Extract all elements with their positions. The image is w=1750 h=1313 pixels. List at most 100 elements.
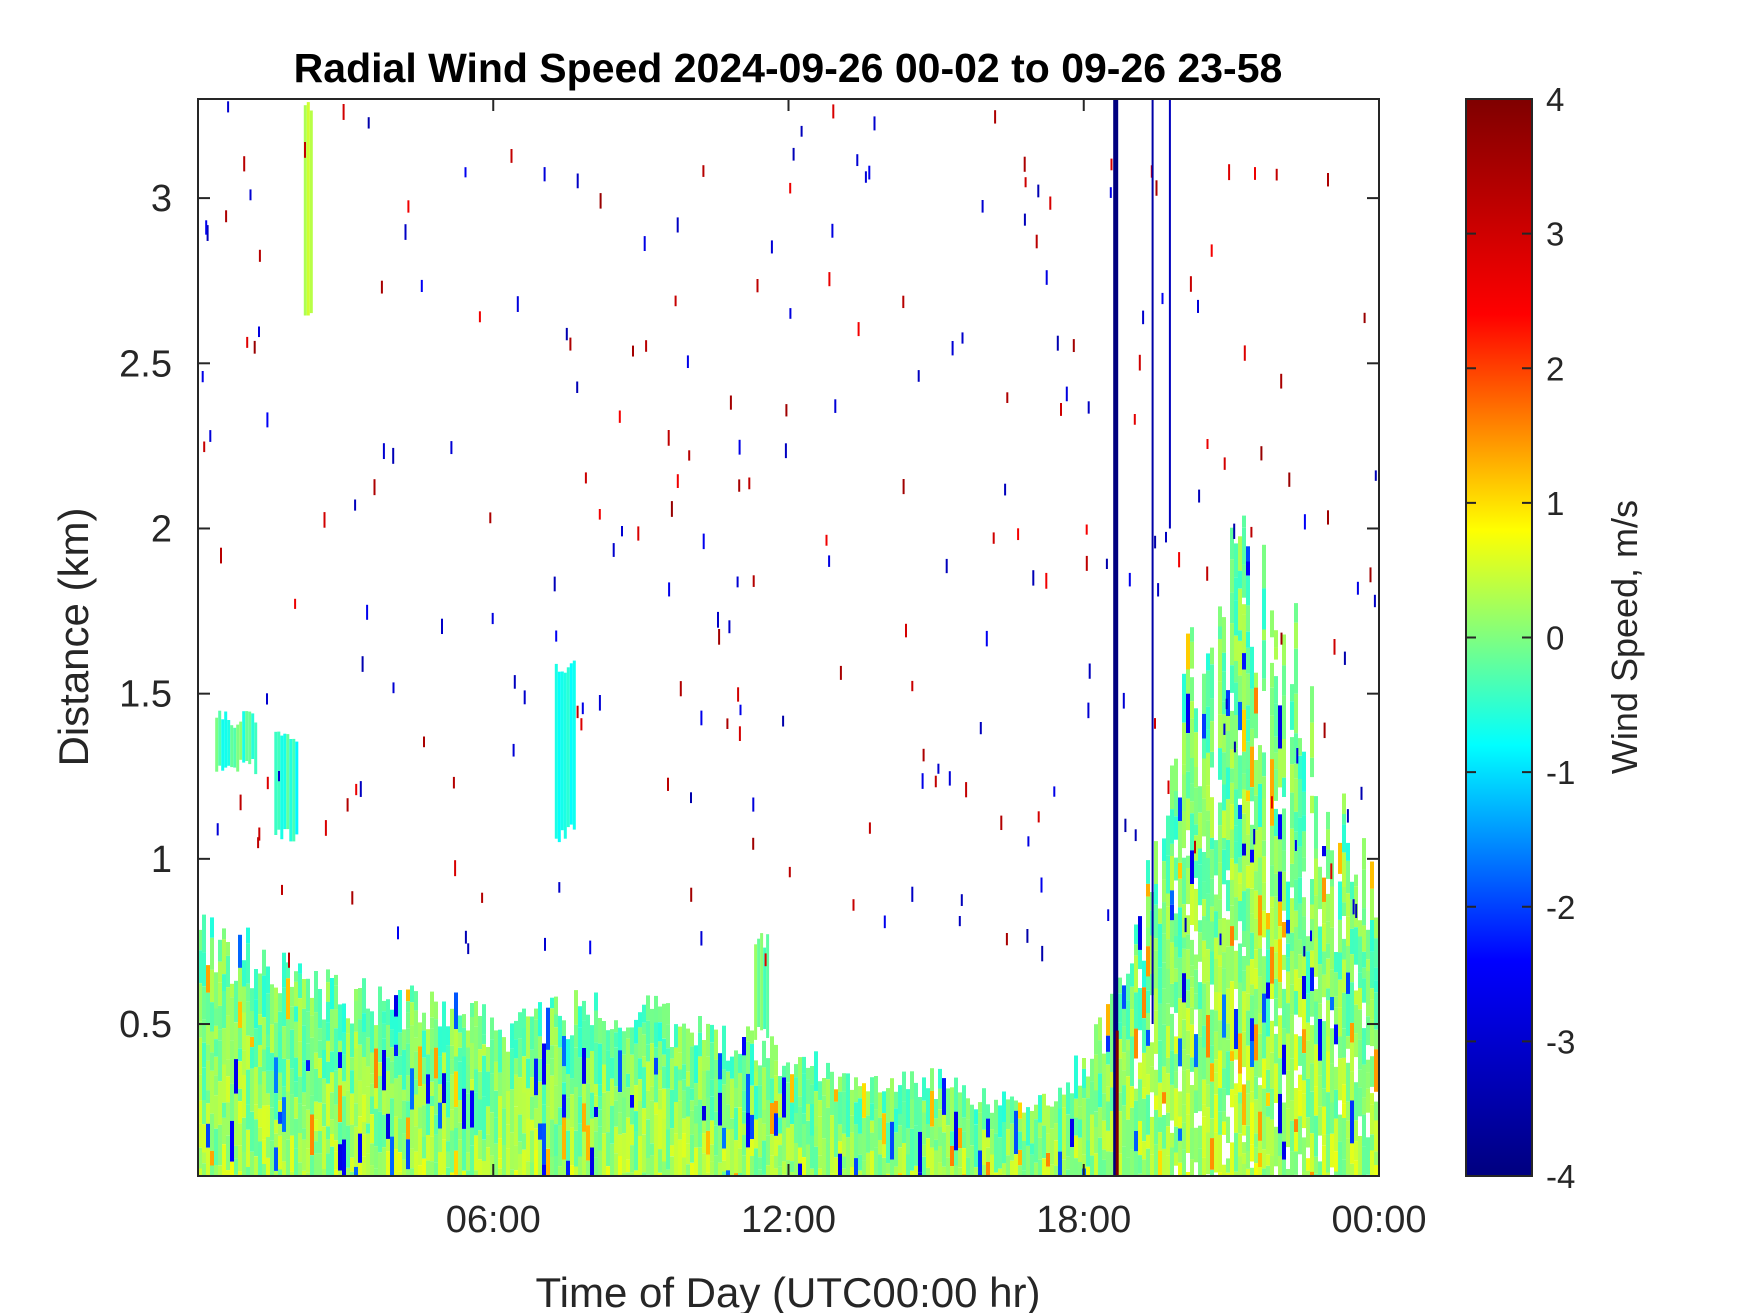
heatmap-cell: [774, 1075, 778, 1101]
heatmap-cell: [572, 660, 576, 830]
heatmap-cell: [1250, 646, 1254, 689]
heatmap-cell: [1258, 935, 1262, 949]
heatmap-cell: [286, 1139, 290, 1176]
heatmap-cell: [1294, 879, 1298, 911]
heatmap-cell: [606, 1166, 610, 1176]
noise-speck: [717, 611, 719, 628]
heatmap-cell: [398, 1171, 402, 1176]
heatmap-cell: [1258, 895, 1262, 936]
heatmap-cell: [1166, 1003, 1170, 1026]
heatmap-cell: [738, 1173, 742, 1176]
heatmap-cell: [246, 943, 250, 984]
heatmap-cell: [1242, 991, 1246, 1032]
heatmap-cell: [682, 1079, 686, 1091]
noise-speck: [688, 450, 691, 461]
noise-speck: [1280, 373, 1283, 389]
heatmap-cell: [410, 985, 414, 1003]
heatmap-cell: [666, 1169, 670, 1176]
heatmap-cell: [370, 1143, 374, 1166]
heatmap-cell: [774, 1168, 778, 1176]
heatmap-cell: [1190, 813, 1194, 851]
heatmap-cell: [822, 1138, 826, 1176]
heatmap-cell: [878, 1140, 882, 1155]
heatmap-cell: [430, 1136, 434, 1162]
heatmap-cell: [346, 1018, 350, 1034]
heatmap-cell: [1046, 1105, 1050, 1134]
heatmap-cell: [582, 1131, 586, 1156]
heatmap-cell: [1162, 962, 1166, 989]
heatmap-cell: [306, 1148, 310, 1173]
heatmap-cell: [470, 1079, 474, 1091]
heatmap-cell: [650, 1043, 654, 1087]
heatmap-cell: [1186, 1114, 1190, 1153]
heatmap-cell: [294, 981, 298, 1007]
heatmap-cell: [1178, 1128, 1182, 1141]
heatmap-cell: [674, 1047, 678, 1067]
heatmap-cell: [726, 1060, 730, 1072]
heatmap-cell: [1154, 988, 1158, 1011]
heatmap-cell: [1302, 999, 1306, 1030]
heatmap-cell: [238, 1101, 242, 1124]
heatmap-cell: [218, 1124, 222, 1166]
heatmap-cell: [258, 973, 262, 1015]
heatmap-cell: [1282, 1141, 1286, 1160]
noise-speck: [1275, 168, 1278, 181]
y-tick-label: 1.5: [119, 674, 172, 716]
heatmap-cell: [746, 1147, 750, 1176]
heatmap-cell: [1242, 515, 1246, 528]
heatmap-cell: [326, 1023, 330, 1041]
heatmap-cell: [1226, 1172, 1230, 1176]
heatmap-cell: [362, 1094, 366, 1122]
heatmap-cell: [458, 1100, 462, 1123]
heatmap-cell: [1226, 880, 1230, 912]
noise-speck: [832, 104, 835, 119]
heatmap-cell: [1182, 690, 1186, 723]
noise-speck: [632, 345, 634, 357]
heatmap-cell: [542, 1123, 546, 1165]
heatmap-cell: [554, 1014, 558, 1028]
heatmap-cell: [590, 1025, 594, 1052]
heatmap-cell: [1070, 1118, 1074, 1148]
heatmap-cell: [1162, 988, 1166, 1025]
heatmap-cell: [242, 1012, 246, 1051]
noise-speck: [1004, 483, 1007, 496]
heatmap-cell: [850, 1115, 854, 1133]
heatmap-cell: [1194, 708, 1198, 733]
noise-speck: [1087, 702, 1090, 719]
heatmap-cell: [790, 1172, 794, 1176]
noise-speck: [1157, 583, 1160, 597]
heatmap-cell: [1062, 1159, 1066, 1176]
noise-speck: [621, 526, 623, 537]
noise-speck: [679, 681, 682, 697]
heatmap-cell: [1218, 955, 1222, 967]
heatmap-cell: [874, 1147, 878, 1176]
heatmap-cell: [1230, 879, 1234, 906]
heatmap-cell: [1178, 1116, 1182, 1129]
noise-speck: [873, 116, 876, 131]
heatmap-cell: [534, 1150, 538, 1176]
heatmap-cell: [454, 1071, 458, 1108]
heatmap-cell: [1186, 1030, 1190, 1055]
heatmap-cell: [778, 1145, 782, 1167]
heatmap-cell: [302, 1092, 306, 1106]
heatmap-cell: [1302, 956, 1306, 976]
heatmap-cell: [326, 1001, 330, 1023]
heatmap-cell: [766, 934, 770, 1038]
heatmap-cell: [518, 1038, 522, 1078]
heatmap-cell: [1258, 783, 1262, 827]
heatmap-cell: [1246, 741, 1250, 769]
heatmap-cell: [1214, 894, 1218, 912]
noise-speck: [1065, 386, 1068, 402]
heatmap-cell: [518, 1077, 522, 1115]
heatmap-cell: [698, 1147, 702, 1176]
heatmap-cell: [406, 1012, 410, 1029]
heatmap-cell: [1178, 1038, 1182, 1067]
heatmap-cell: [722, 1160, 726, 1172]
heatmap-cell: [470, 1003, 474, 1017]
noise-speck: [784, 443, 787, 459]
heatmap-cell: [1222, 918, 1226, 953]
heatmap-cell: [1342, 959, 1346, 993]
heatmap-cell: [1130, 1107, 1134, 1150]
heatmap-cell: [490, 1112, 494, 1156]
heatmap-cell: [1242, 527, 1246, 565]
